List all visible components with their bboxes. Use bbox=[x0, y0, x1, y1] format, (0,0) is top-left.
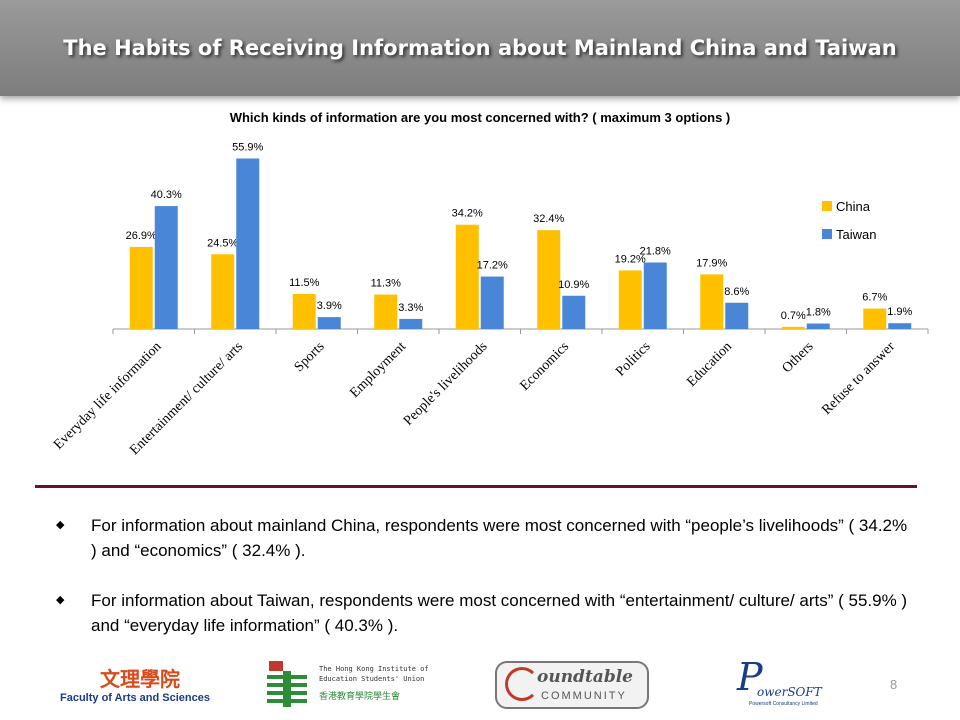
powersoft-p-icon: P bbox=[737, 655, 763, 699]
bullet-text: For information about mainland China, re… bbox=[91, 516, 908, 560]
bar-china bbox=[781, 326, 805, 329]
category-label: Employment bbox=[347, 339, 409, 401]
title-banner: The Habits of Receiving Information abou… bbox=[0, 0, 960, 96]
category-label: Economics bbox=[517, 339, 572, 394]
diamond-bullet-icon: ◆ bbox=[56, 519, 65, 531]
data-label: 11.5% bbox=[289, 277, 320, 289]
bar-china bbox=[292, 293, 316, 329]
data-label: 3.9% bbox=[317, 300, 342, 312]
data-label: 1.9% bbox=[887, 306, 912, 318]
divider-line bbox=[35, 485, 917, 488]
category-label: Refuse to answer bbox=[819, 339, 898, 418]
data-label: 26.9% bbox=[126, 230, 157, 242]
bullet-text: For information about Taiwan, respondent… bbox=[91, 591, 908, 635]
bar-taiwan bbox=[643, 262, 667, 329]
roundtable-community: COMMUNITY bbox=[541, 690, 627, 702]
bar-china bbox=[700, 274, 724, 329]
bar-taiwan bbox=[480, 276, 504, 329]
diamond-bullet-icon: ◆ bbox=[56, 594, 65, 606]
data-label: 17.9% bbox=[696, 257, 727, 269]
category-label: Others bbox=[780, 339, 817, 376]
data-label: 34.2% bbox=[452, 208, 483, 220]
bar-china bbox=[537, 230, 561, 329]
data-label: 19.2% bbox=[615, 253, 646, 265]
data-label: 55.9% bbox=[232, 142, 263, 154]
data-label: 10.9% bbox=[558, 279, 589, 291]
data-label: 17.2% bbox=[477, 260, 508, 272]
chart-title: Which kinds of information are you most … bbox=[229, 110, 731, 125]
powersoft-logo: P owerSOFT Powersoft Consultancy Limited bbox=[735, 655, 835, 711]
bar-china bbox=[455, 224, 479, 329]
bar-taiwan bbox=[154, 206, 178, 329]
slide-title: The Habits of Receiving Information abou… bbox=[63, 36, 897, 60]
powersoft-subtext: Powersoft Consultancy Limited bbox=[749, 701, 818, 707]
data-label: 11.3% bbox=[371, 278, 402, 290]
data-label: 6.7% bbox=[862, 292, 887, 304]
bullet-taiwan: ◆ For information about Taiwan, responde… bbox=[56, 588, 916, 638]
category-label: Politics bbox=[613, 339, 653, 379]
legend-label: Taiwan bbox=[836, 227, 876, 242]
category-label: People's livelihoods bbox=[401, 339, 491, 429]
category-label: Education bbox=[684, 339, 735, 390]
legend-swatch-china bbox=[822, 201, 832, 211]
students-union-line1: The Hong Kong Institute of bbox=[319, 665, 429, 673]
data-label: 24.5% bbox=[207, 237, 238, 249]
bar-china bbox=[129, 246, 153, 329]
faculty-logo-chinese: 文理學院 bbox=[100, 667, 180, 691]
students-union-logo: The Hong Kong Institute of Education Stu… bbox=[265, 659, 455, 711]
footer-logos: 文理學院 Faculty of Arts and Sciences The Ho… bbox=[0, 655, 960, 720]
roundtable-r-icon bbox=[505, 667, 539, 701]
data-label: 0.7% bbox=[781, 310, 806, 322]
bar-taiwan bbox=[399, 318, 423, 329]
bullet-china: ◆ For information about mainland China, … bbox=[56, 513, 916, 563]
students-union-chinese: 香港教育學院學生會 bbox=[319, 692, 401, 702]
bar-taiwan bbox=[562, 295, 586, 329]
legend-label: China bbox=[836, 199, 871, 214]
bar-taiwan bbox=[725, 302, 749, 329]
bar-taiwan bbox=[317, 317, 341, 329]
students-union-emblem-icon bbox=[267, 661, 307, 707]
bar-taiwan bbox=[236, 158, 260, 329]
bar-china bbox=[618, 270, 642, 329]
category-label: Sports bbox=[292, 339, 328, 375]
data-label: 3.3% bbox=[398, 302, 423, 314]
page-number: 8 bbox=[890, 677, 898, 692]
legend-swatch-taiwan bbox=[822, 229, 832, 239]
faculty-logo: 文理學院 Faculty of Arts and Sciences bbox=[60, 663, 210, 709]
data-label: 1.8% bbox=[806, 307, 831, 319]
roundtable-text: oundtable bbox=[537, 667, 633, 687]
data-label: 8.6% bbox=[724, 286, 749, 298]
bar-chart: 26.9%40.3%Everyday life information24.5%… bbox=[51, 142, 929, 458]
powersoft-text: owerSOFT bbox=[757, 685, 822, 699]
roundtable-logo: oundtable COMMUNITY bbox=[495, 661, 649, 709]
data-label: 40.3% bbox=[151, 189, 182, 201]
students-union-line2: Education Students' Union bbox=[319, 675, 425, 683]
bar-taiwan bbox=[888, 323, 912, 329]
bar-china bbox=[374, 294, 398, 329]
bar-china bbox=[863, 308, 887, 329]
data-label: 32.4% bbox=[533, 213, 564, 225]
bar-china bbox=[211, 254, 235, 329]
data-label: 21.8% bbox=[640, 246, 671, 258]
bar-taiwan bbox=[806, 323, 830, 329]
faculty-logo-text: Faculty of Arts and Sciences bbox=[60, 692, 210, 704]
